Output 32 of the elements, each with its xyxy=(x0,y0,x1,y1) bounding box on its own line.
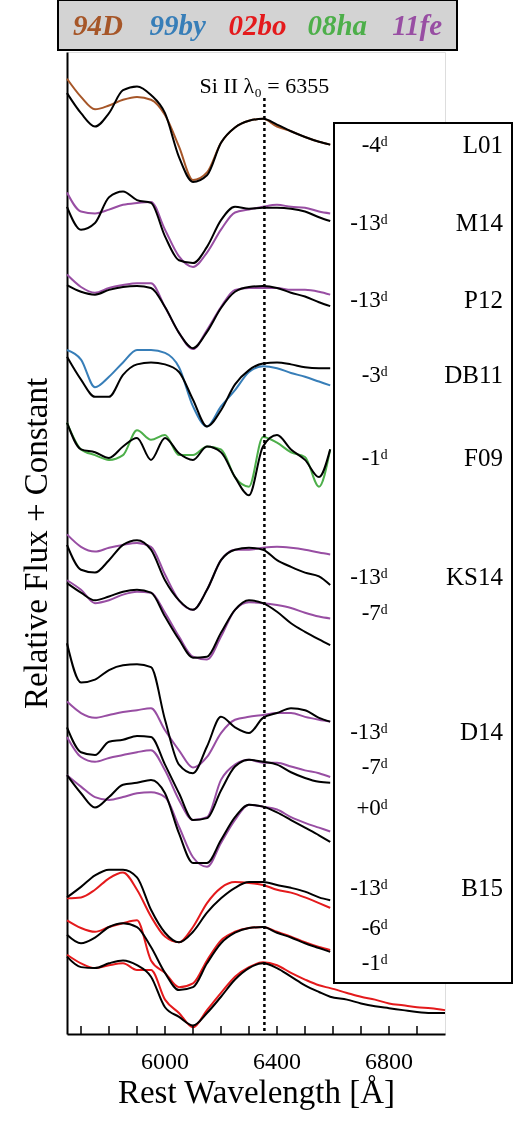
annotation: DB11 xyxy=(444,361,503,388)
annotation: -6ᵈ xyxy=(361,915,388,940)
annotation: -1ᵈ xyxy=(361,950,388,975)
annotation: -13ᵈ xyxy=(350,287,388,312)
annotation: -7ᵈ xyxy=(361,600,388,625)
annotation: +0ᵈ xyxy=(356,795,388,820)
annotation: -13ᵈ xyxy=(350,875,388,900)
annotation: -13ᵈ xyxy=(350,210,388,235)
annotation: -13ᵈ xyxy=(350,719,388,744)
text: 11fe xyxy=(392,9,443,41)
annotation: -4ᵈ xyxy=(361,132,388,157)
annotation: -1ᵈ xyxy=(361,445,388,470)
x-tick-label: 6000 xyxy=(141,1048,189,1074)
text: L01 xyxy=(462,131,503,158)
x-tick-label: 6800 xyxy=(365,1048,413,1074)
text: 02bo xyxy=(228,9,287,41)
text: F09 xyxy=(464,444,503,471)
text: 08ha xyxy=(307,9,368,41)
x-axis-title: Rest Wavelength [Å] xyxy=(117,1073,396,1110)
text: P12 xyxy=(464,286,503,313)
ref-line-label: Si II λ₀ = 6355 xyxy=(199,73,330,98)
text: D14 xyxy=(459,718,504,745)
annotation: -13ᵈ xyxy=(350,564,388,589)
annotation: -7ᵈ xyxy=(361,754,388,779)
text: M14 xyxy=(455,209,504,236)
text: B15 xyxy=(461,874,503,901)
y-axis-title: Relative Flux + Constant xyxy=(17,377,54,710)
x-tick-label: 6400 xyxy=(253,1048,301,1074)
series-label: 94D xyxy=(72,9,123,41)
text: 99by xyxy=(149,9,207,41)
annotation: -3ᵈ xyxy=(361,362,388,387)
text: KS14 xyxy=(446,563,504,590)
